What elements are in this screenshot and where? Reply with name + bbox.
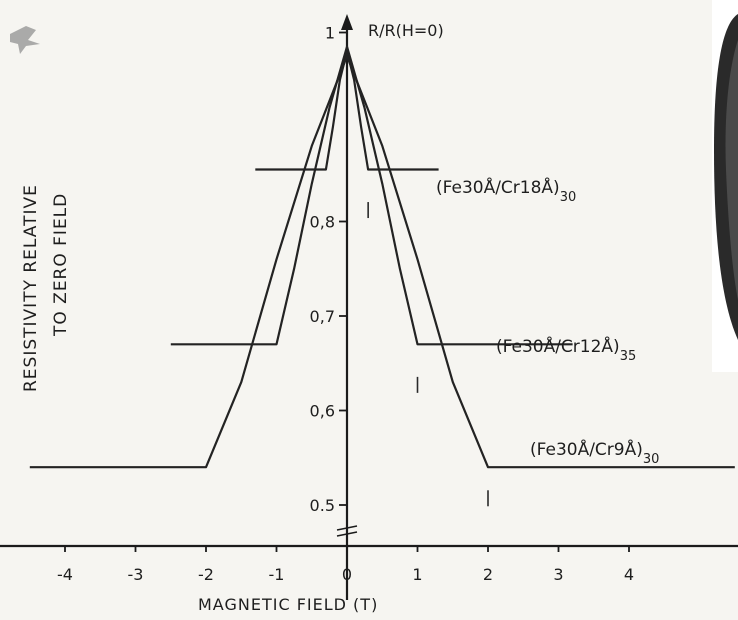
y-tick-label: 0,7 [310,307,335,326]
y-axis-break [336,525,358,537]
x-tick-label: -4 [57,565,73,584]
y-axis-arrow [341,14,353,30]
y-tick-label: 0,6 [310,402,335,421]
x-tick-label: -1 [269,565,285,584]
series-line-1 [255,50,439,171]
series-curves [29,45,735,469]
corner-mark [10,26,40,54]
y-tick-label: 1 [325,24,335,43]
y-axis-title: R/R(H=0) [368,21,444,40]
series-label-cr12: (Fe30Å/Cr12Å)35 [496,335,636,364]
series-label-cr9: (Fe30Å/Cr9Å)30 [530,438,659,467]
field-markers [367,202,489,507]
y-ticks: 0.5 0,6 0,7 0,8 1 [310,24,347,515]
y-axis-label-line1: RESISTIVITY RELATIVE [21,184,41,392]
y-axis-label-line2: TO ZERO FIELD [51,193,71,337]
x-tick-label: 0 [342,565,352,584]
x-axis-title: MAGNETIC FIELD (T) [198,595,378,614]
corner-photo [712,0,738,372]
x-tick-label: 3 [553,565,563,584]
x-tick-label: 4 [624,565,634,584]
x-tick-label: 2 [483,565,493,584]
y-tick-label: 0.5 [310,496,335,515]
x-ticks: -4 -3 -2 -1 0 1 2 3 4 [57,546,634,584]
x-tick-label: -3 [128,565,144,584]
series-line-3 [29,55,735,469]
series-line-2 [170,45,573,346]
series-label-cr18: (Fe30Å/Cr18Å)30 [436,176,576,205]
y-axis-label: RESISTIVITY RELATIVE TO ZERO FIELD [21,184,71,392]
x-tick-label: 1 [412,565,422,584]
y-tick-label: 0,8 [310,213,335,232]
x-tick-label: -2 [198,565,214,584]
